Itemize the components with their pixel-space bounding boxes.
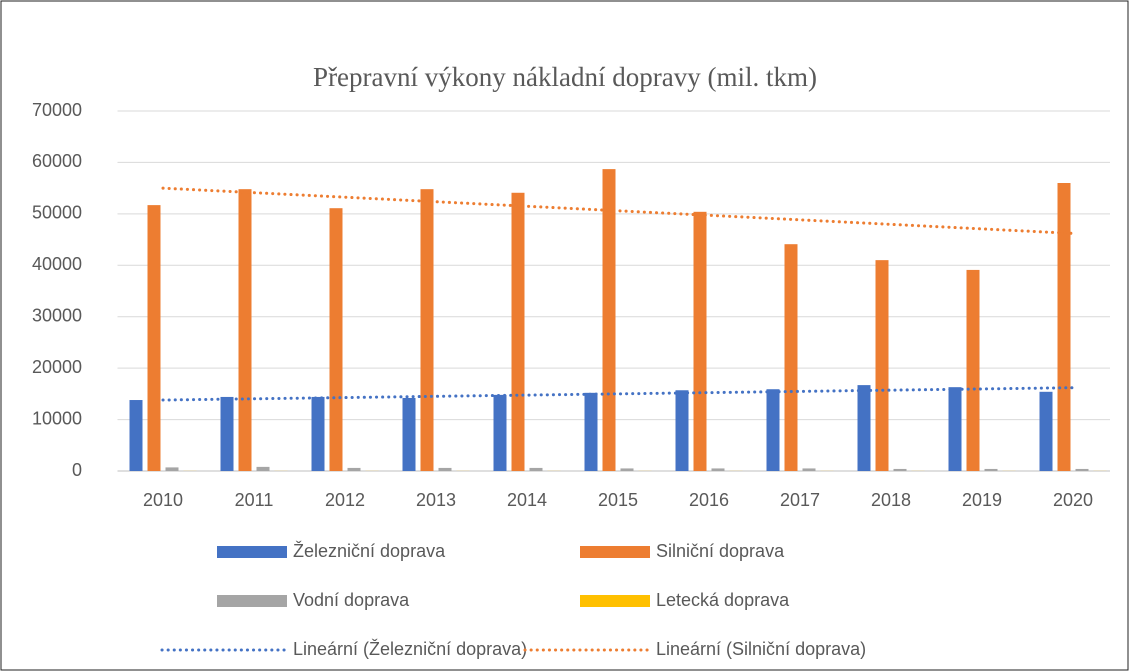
- bar: [220, 396, 234, 471]
- bar: [784, 244, 798, 471]
- bar: [529, 467, 543, 471]
- bar: [238, 189, 252, 471]
- y-tick-label: 10000: [32, 408, 82, 428]
- bar: [893, 468, 907, 471]
- x-tick-label: 2018: [871, 490, 911, 510]
- bar: [966, 269, 980, 471]
- legend-label: Silniční doprava: [656, 541, 785, 561]
- x-tick-label: 2012: [325, 490, 365, 510]
- x-tick-label: 2011: [235, 490, 274, 510]
- bar: [948, 387, 962, 471]
- bar: [420, 189, 434, 471]
- bar: [620, 468, 634, 471]
- bar: [584, 392, 598, 471]
- y-tick-label: 30000: [32, 305, 82, 325]
- bar: [493, 394, 507, 471]
- x-tick-label: 2010: [143, 490, 183, 510]
- legend-swatch: [217, 595, 287, 607]
- bar: [857, 385, 871, 471]
- x-tick-label: 2014: [507, 490, 547, 510]
- legend-label: Lineární (Silniční doprava): [656, 639, 866, 659]
- legend-swatch: [580, 595, 650, 607]
- bar: [602, 169, 616, 471]
- y-tick-label: 60000: [32, 151, 82, 171]
- bar: [1039, 391, 1053, 471]
- y-tick-label: 20000: [32, 357, 82, 377]
- y-tick-label: 50000: [32, 203, 82, 223]
- bar: [766, 389, 780, 471]
- x-tick-label: 2017: [780, 490, 820, 510]
- y-tick-label: 0: [72, 460, 82, 480]
- legend-label: Vodní doprava: [293, 590, 410, 610]
- x-tick-label: 2019: [962, 490, 1002, 510]
- bar: [675, 390, 689, 471]
- bar: [129, 400, 143, 471]
- bar: [147, 205, 161, 471]
- trend-line: [161, 186, 1075, 235]
- bar: [165, 467, 179, 471]
- bar: [402, 397, 416, 471]
- chart-title: Přepravní výkony nákladní dopravy (mil. …: [313, 62, 817, 92]
- legend-swatch: [580, 546, 650, 558]
- x-tick-label: 2013: [416, 490, 456, 510]
- bar: [347, 467, 361, 471]
- bar: [1075, 468, 1089, 471]
- x-tick-label: 2016: [689, 490, 729, 510]
- bar: [256, 466, 270, 471]
- bar: [438, 467, 452, 471]
- bar: [311, 396, 325, 471]
- bar: [711, 468, 725, 471]
- x-tick-label: 2020: [1053, 490, 1093, 510]
- bar: [802, 468, 816, 471]
- bar: [1057, 183, 1071, 471]
- y-tick-label: 70000: [32, 100, 82, 120]
- bar: [511, 192, 525, 471]
- bar: [875, 260, 889, 471]
- trend-line: [161, 386, 1075, 402]
- legend-label: Lineární (Železniční doprava): [293, 639, 527, 659]
- bar: [693, 211, 707, 472]
- legend-label: Železniční doprava: [293, 541, 446, 561]
- bar: [329, 208, 343, 471]
- x-tick-label: 2015: [598, 490, 638, 510]
- legend-label: Letecká doprava: [656, 590, 790, 610]
- bar: [984, 468, 998, 471]
- legend-swatch: [217, 546, 287, 558]
- y-tick-label: 40000: [32, 254, 82, 274]
